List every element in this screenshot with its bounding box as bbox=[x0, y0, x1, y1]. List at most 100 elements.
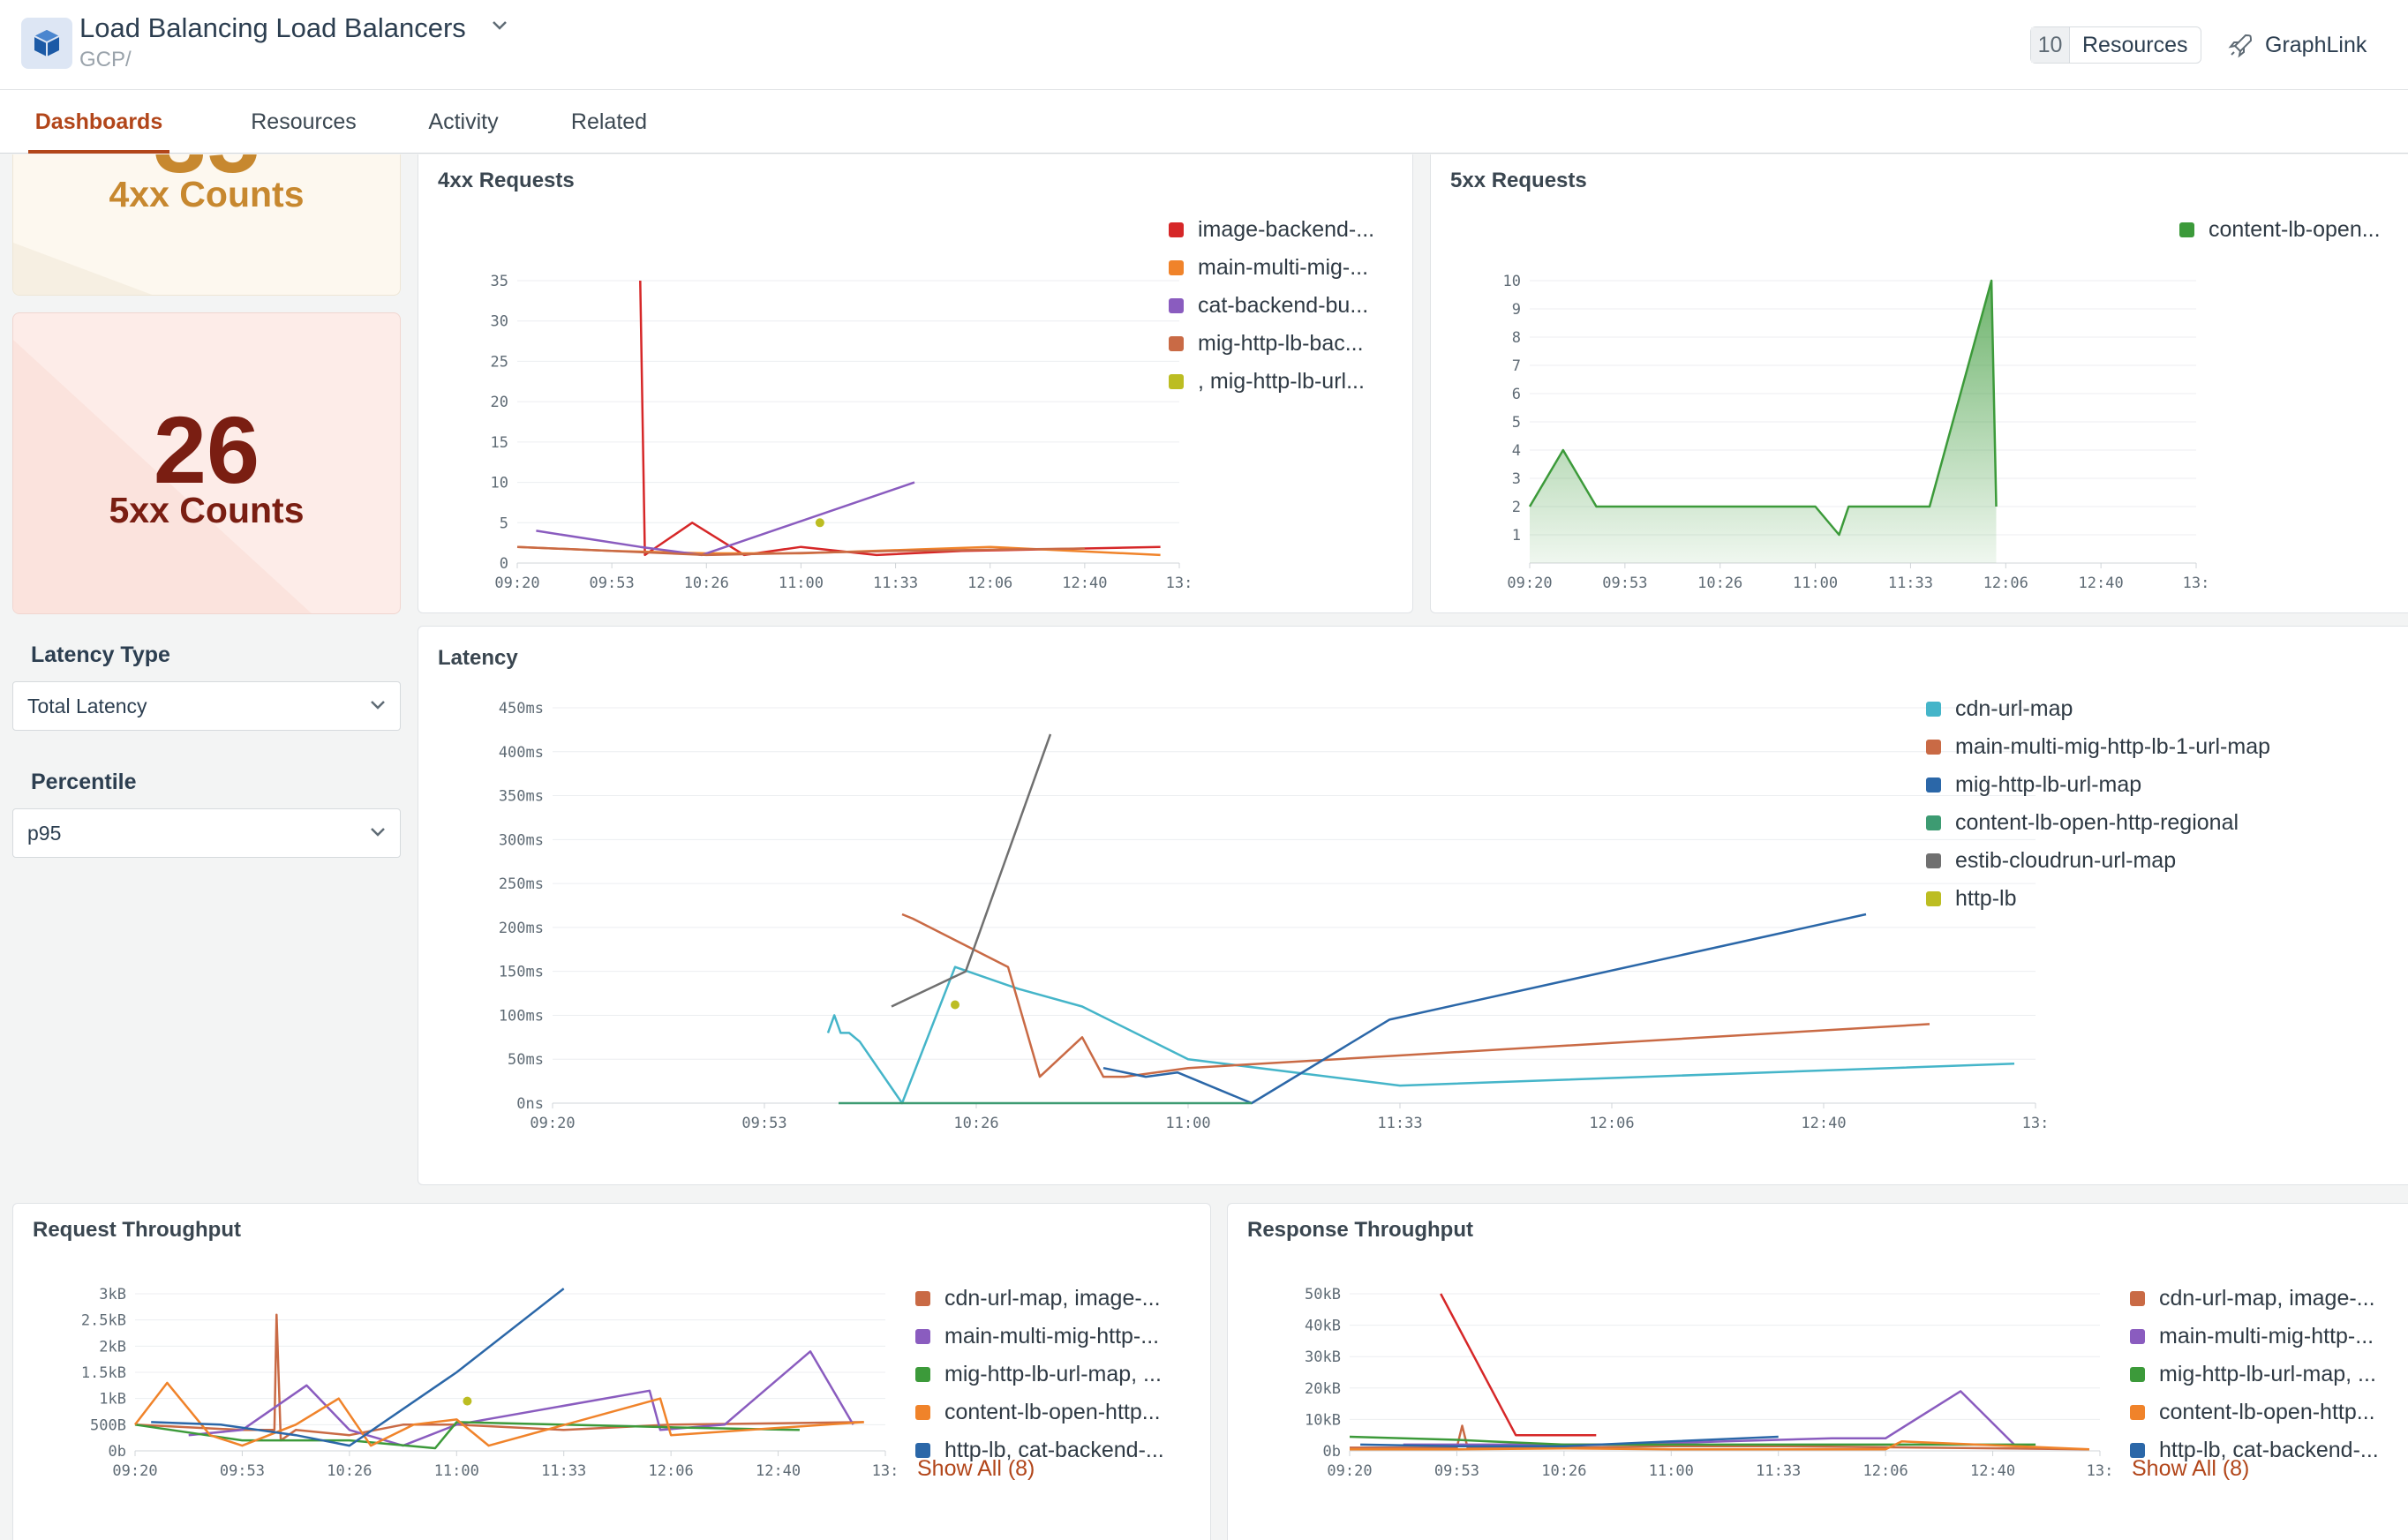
resources-count-button[interactable]: 10 Resources bbox=[2030, 26, 2201, 64]
show-all-link[interactable]: Show All (8) bbox=[2132, 1456, 2250, 1481]
legend-swatch bbox=[1169, 298, 1184, 313]
legend-item[interactable]: content-lb-open-http... bbox=[2130, 1394, 2379, 1431]
legend-swatch bbox=[915, 1443, 930, 1458]
legend-swatch bbox=[1926, 891, 1941, 906]
chevron-down-icon bbox=[371, 828, 385, 837]
legend-label: http-lb, cat-backend-... bbox=[2159, 1438, 2379, 1462]
x-tick-label: 12:40 bbox=[1970, 1462, 2015, 1480]
series-line bbox=[536, 481, 915, 557]
tab-dashboards[interactable]: Dashboards bbox=[28, 90, 169, 154]
legend-swatch bbox=[1926, 702, 1941, 717]
legend-item[interactable]: cdn-url-map bbox=[1926, 690, 2270, 728]
legend-item[interactable]: content-lb-open... bbox=[2179, 211, 2381, 249]
tab-activity[interactable]: Activity bbox=[428, 109, 499, 134]
graphlink-button[interactable]: GraphLink bbox=[2228, 26, 2367, 64]
breadcrumb[interactable]: GCP/ bbox=[79, 48, 132, 71]
percentile-value: p95 bbox=[27, 821, 62, 845]
y-tick-label: 50kB bbox=[1305, 1286, 1341, 1303]
x-tick-label: 13: bbox=[1166, 575, 1193, 592]
title-chevron-down-icon[interactable] bbox=[491, 19, 508, 32]
legend-item[interactable]: estib-cloudrun-url-map bbox=[1926, 842, 2270, 880]
series-line bbox=[134, 1421, 800, 1450]
legend-item[interactable]: main-multi-mig-... bbox=[1169, 249, 1374, 287]
x-tick-label: 09:20 bbox=[1327, 1462, 1372, 1480]
data-point bbox=[951, 1000, 959, 1010]
percentile-select[interactable]: p95 bbox=[12, 808, 401, 858]
y-tick-label: 350ms bbox=[499, 788, 544, 806]
panel-response-throughput: Response Throughput 0b 10kB 20kB 30kB 40kB 50… bbox=[1227, 1203, 2408, 1540]
x-tick-label: 09:53 bbox=[1434, 1462, 1479, 1480]
page-title: Load Balancing Load Balancers bbox=[79, 12, 466, 43]
legend-4xx: image-backend-... main-multi-mig-... cat-b… bbox=[1169, 211, 1374, 401]
legend-item[interactable]: image-backend-... bbox=[1169, 211, 1374, 249]
legend-request-throughput: cdn-url-map, image-... main-multi-mig-htt… bbox=[915, 1280, 1164, 1469]
show-all-link[interactable]: Show All (8) bbox=[917, 1456, 1035, 1481]
series-line bbox=[1403, 1390, 2015, 1446]
legend-item[interactable]: mig-http-lb-url-map, ... bbox=[915, 1356, 1164, 1394]
stat-card-5xx: 26 5xx Counts bbox=[12, 312, 401, 614]
legend-item[interactable]: mig-http-lb-bac... bbox=[1169, 325, 1374, 363]
legend-item[interactable]: http-lb bbox=[1926, 880, 2270, 918]
tab-related[interactable]: Related bbox=[570, 109, 648, 134]
x-tick-label: 11:00 bbox=[1649, 1462, 1694, 1480]
y-tick-label: 50ms bbox=[508, 1051, 544, 1069]
latency-type-value: Total Latency bbox=[27, 694, 147, 717]
legend-swatch bbox=[1926, 778, 1941, 793]
y-tick-label: 2kB bbox=[99, 1338, 126, 1356]
legend-swatch bbox=[1926, 740, 1941, 755]
legend-item[interactable]: content-lb-open-http... bbox=[915, 1394, 1164, 1431]
legend-item[interactable]: cdn-url-map, image-... bbox=[2130, 1280, 2379, 1318]
legend-latency: cdn-url-map main-multi-mig-http-lb-1-url-… bbox=[1926, 690, 2270, 918]
panel-title: 5xx Requests bbox=[1450, 169, 1587, 192]
panel-title: Response Throughput bbox=[1247, 1218, 1473, 1242]
tab-bar: Dashboards Resources Activity Related bbox=[0, 90, 2408, 154]
series-line bbox=[1360, 1435, 1779, 1447]
x-tick-label: 13: bbox=[872, 1462, 899, 1480]
series-line bbox=[516, 545, 1085, 557]
legend-item[interactable]: http-lb, cat-backend-... bbox=[915, 1431, 1164, 1469]
series-line bbox=[1528, 279, 1998, 537]
legend-item[interactable]: main-multi-mig-http-... bbox=[2130, 1318, 2379, 1356]
legend-item[interactable]: cdn-url-map, image-... bbox=[915, 1280, 1164, 1318]
x-tick-label: 12:06 bbox=[649, 1462, 694, 1480]
legend-item[interactable]: mig-http-lb-url-map bbox=[1926, 766, 2270, 804]
series-line bbox=[639, 280, 1161, 557]
x-tick-label: 09:20 bbox=[530, 1115, 575, 1132]
legend-item[interactable]: cat-backend-bu... bbox=[1169, 287, 1374, 325]
panel-title: Request Throughput bbox=[33, 1218, 241, 1242]
x-tick-label: 11:00 bbox=[434, 1462, 479, 1480]
legend-label: cat-backend-bu... bbox=[1198, 293, 1369, 318]
legend-item[interactable]: main-multi-mig-http-lb-1-url-map bbox=[1926, 728, 2270, 766]
y-tick-label: 1.5kB bbox=[81, 1364, 126, 1382]
chart-4xx-requests: 0 5 10 15 20 25 30 35 09:20 09:53 10:26 11:00 11:33 1… bbox=[491, 273, 1193, 592]
y-tick-label: 7 bbox=[1512, 357, 1521, 375]
x-tick-label: 11:33 bbox=[873, 575, 918, 592]
y-tick-label: 100ms bbox=[499, 1007, 544, 1025]
legend-item[interactable]: http-lb, cat-backend-... bbox=[2130, 1431, 2379, 1469]
legend-item[interactable]: mig-http-lb-url-map, ... bbox=[2130, 1356, 2379, 1394]
legend-swatch bbox=[2130, 1291, 2145, 1306]
legend-label: main-multi-mig-http-lb-1-url-map bbox=[1955, 734, 2271, 759]
legend-item[interactable]: main-multi-mig-http-... bbox=[915, 1318, 1164, 1356]
stat-card-4xx: 35 4xx Counts bbox=[12, 154, 401, 296]
legend-item[interactable]: , mig-http-lb-url... bbox=[1169, 363, 1374, 401]
tab-resources[interactable]: Resources bbox=[251, 109, 357, 134]
load-balancer-cube-icon bbox=[21, 18, 72, 69]
x-tick-label: 11:00 bbox=[779, 575, 824, 592]
x-tick-label: 11:33 bbox=[541, 1462, 586, 1480]
x-tick-label: 12:06 bbox=[1983, 575, 2028, 592]
panel-title: Latency bbox=[438, 646, 518, 670]
legend-label: http-lb bbox=[1955, 886, 2017, 911]
panel-4xx-requests: 4xx Requests 0 5 10 15 20 25 30 35 09:20 09:53 10:… bbox=[418, 154, 1413, 613]
legend-label: http-lb, cat-backend-... bbox=[944, 1438, 1164, 1462]
legend-label: main-multi-mig-http-... bbox=[944, 1324, 1160, 1348]
series-line bbox=[134, 1313, 864, 1442]
x-tick-label: 12:06 bbox=[1589, 1115, 1634, 1132]
panel-latency: Latency 0ns 50ms 100ms 150ms 200ms 250ms 300ms… bbox=[418, 626, 2408, 1185]
y-tick-label: 30kB bbox=[1305, 1348, 1341, 1366]
x-tick-label: 12:40 bbox=[756, 1462, 801, 1480]
rocket-icon bbox=[2228, 34, 2253, 58]
legend-item[interactable]: content-lb-open-http-regional bbox=[1926, 804, 2270, 842]
series-line bbox=[1440, 1293, 1597, 1437]
latency-type-select[interactable]: Total Latency bbox=[12, 681, 401, 731]
